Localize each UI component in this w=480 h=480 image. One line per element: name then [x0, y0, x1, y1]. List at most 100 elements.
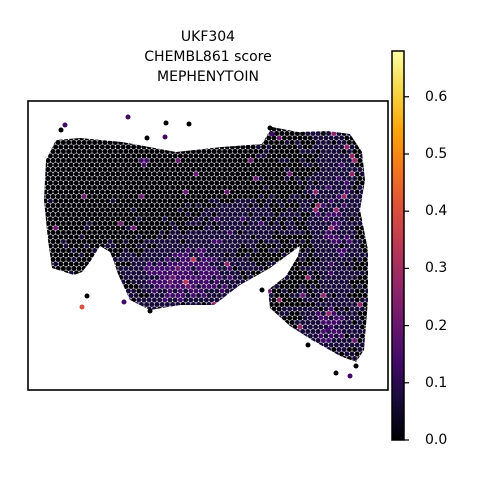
spot — [276, 225, 282, 231]
spot — [87, 365, 92, 370]
spot — [115, 171, 121, 177]
spot — [97, 239, 103, 244]
spot — [144, 248, 150, 253]
spot — [240, 144, 246, 150]
spot — [333, 261, 339, 267]
spot — [245, 261, 251, 267]
spot — [193, 144, 199, 150]
spot — [248, 338, 254, 343]
spot — [193, 360, 199, 362]
spot — [305, 194, 311, 199]
spot — [281, 351, 287, 357]
spot — [250, 189, 256, 195]
spot — [58, 279, 64, 285]
spot — [328, 162, 334, 168]
spot — [45, 230, 51, 235]
spot — [258, 275, 264, 280]
spot — [268, 275, 274, 280]
spot — [99, 144, 105, 150]
spot — [232, 212, 238, 217]
spot — [193, 171, 199, 177]
spot — [198, 297, 204, 303]
spot — [232, 275, 238, 280]
spot — [235, 333, 241, 339]
spot — [136, 297, 142, 303]
spot — [328, 288, 334, 294]
spot — [206, 266, 212, 271]
spot — [63, 288, 69, 294]
spot — [266, 118, 271, 123]
spot — [328, 297, 334, 303]
spot — [159, 275, 165, 280]
spot — [211, 194, 217, 199]
spot — [201, 230, 207, 235]
spot — [315, 167, 321, 172]
spot — [94, 207, 100, 213]
spot — [120, 198, 126, 204]
spot — [271, 198, 277, 204]
spot — [339, 351, 345, 357]
spot — [138, 284, 144, 289]
spot — [336, 131, 342, 136]
spot — [333, 153, 339, 159]
spot — [359, 243, 365, 249]
spot — [320, 302, 326, 307]
spot — [193, 162, 199, 168]
spot — [362, 230, 368, 235]
spot — [300, 257, 306, 262]
spot — [63, 153, 69, 159]
spot — [44, 225, 48, 231]
spot — [138, 149, 144, 154]
spot — [118, 275, 124, 280]
spot — [180, 347, 186, 352]
spot — [71, 140, 77, 145]
spot — [297, 333, 303, 339]
spot — [310, 257, 316, 262]
spot — [136, 162, 142, 168]
spot — [300, 302, 306, 307]
spot — [365, 252, 368, 258]
spot — [141, 180, 147, 186]
spot — [131, 360, 137, 362]
spot — [89, 243, 95, 249]
spot — [224, 297, 230, 303]
spot — [105, 216, 111, 222]
spot — [245, 342, 251, 348]
spot — [209, 342, 215, 348]
spot — [81, 131, 87, 136]
spot — [136, 225, 142, 231]
spot — [354, 225, 360, 231]
spot — [292, 243, 298, 249]
spot — [305, 140, 311, 145]
spot — [310, 176, 316, 181]
spot — [349, 127, 355, 132]
spot — [216, 284, 222, 289]
spot — [326, 122, 331, 127]
spot — [97, 284, 103, 289]
spot — [318, 315, 324, 321]
spot — [97, 212, 103, 217]
spot — [292, 306, 298, 312]
spot — [45, 131, 51, 136]
spot — [362, 221, 368, 226]
spot — [125, 342, 131, 348]
spot — [125, 180, 131, 186]
spot — [60, 293, 66, 298]
spot — [339, 324, 345, 330]
spot — [188, 360, 194, 362]
spot — [307, 306, 313, 312]
spot — [66, 284, 72, 289]
spot — [253, 248, 259, 253]
spot — [292, 270, 298, 276]
spot — [318, 189, 324, 195]
spot — [151, 180, 157, 186]
spot — [58, 118, 63, 123]
spot — [44, 239, 46, 244]
spot — [318, 198, 324, 204]
spot — [157, 207, 163, 213]
spot — [136, 153, 142, 159]
spot — [172, 198, 178, 204]
spot — [323, 252, 329, 258]
spot — [276, 306, 282, 312]
spot — [357, 329, 363, 334]
